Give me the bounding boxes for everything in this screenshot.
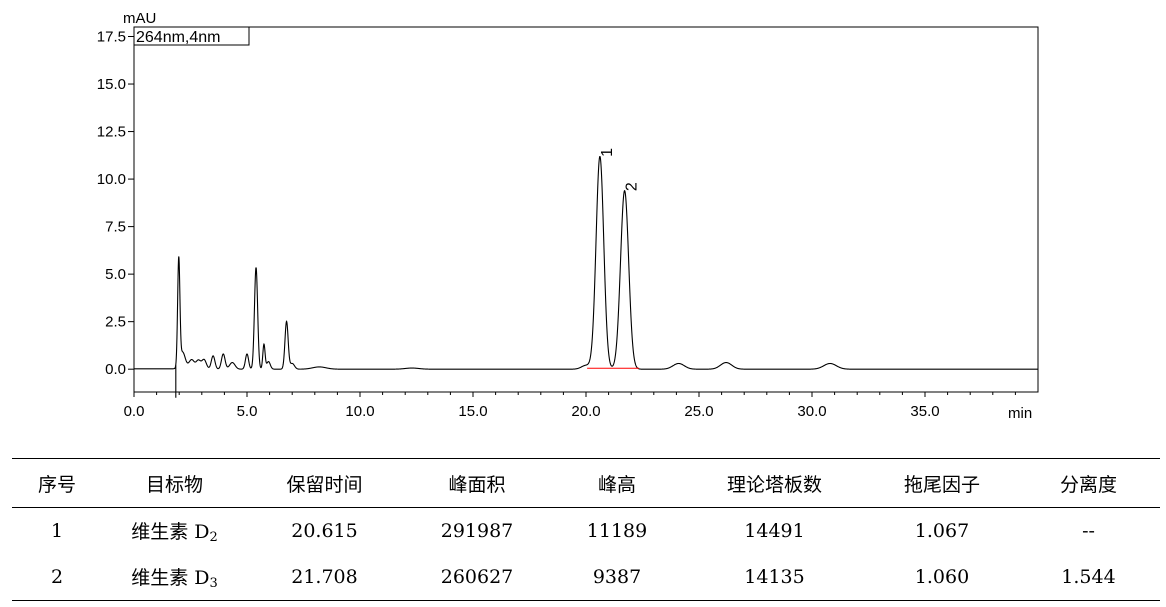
cell-tailing-factor: 1.060 <box>867 554 1017 601</box>
cell-peak-area: 260627 <box>402 554 552 601</box>
y-unit-label: mAU <box>123 10 156 27</box>
plot-frame <box>133 26 1039 393</box>
y-tick-label: 7.5 <box>105 219 126 236</box>
x-tick-label: 0.0 <box>124 403 145 420</box>
table-header-row: 序号 目标物 保留时间 峰面积 峰高 理论塔板数 拖尾因子 分离度 <box>12 458 1160 508</box>
channel-label-box <box>133 26 250 46</box>
target-subscript: 3 <box>209 576 218 591</box>
peak-label: 1 <box>599 148 616 157</box>
channel-label: 264nm,4nm <box>136 29 221 46</box>
x-tick-label: 5.0 <box>237 403 258 420</box>
cell-theoretical-plates: 14491 <box>744 520 805 542</box>
chromatogram-chart: 0.0 5.0 10.0 15.0 20.0 25.0 30.0 35.0 0.0 2.5 5.0… <box>97 10 1039 422</box>
header-tailing-factor: 拖尾因子 <box>867 458 1017 508</box>
x-axis: 0.0 5.0 10.0 15.0 20.0 25.0 30.0 35.0 <box>124 392 1016 420</box>
y-tick-label: 10.0 <box>97 171 126 188</box>
header-retention-time: 保留时间 <box>247 458 402 508</box>
y-tick-label: 0.0 <box>105 361 126 378</box>
chromatogram-trace <box>133 155 1038 398</box>
y-axis: 0.0 2.5 5.0 7.5 10.0 12.5 15.0 17.5 <box>97 29 134 378</box>
header-resolution: 分离度 <box>1017 458 1160 508</box>
results-table: 序号 目标物 保留时间 峰面积 峰高 理论塔板数 拖尾因子 分离度 1 维生素 … <box>12 458 1160 601</box>
table-row: 2 维生素 D3 21.708 260627 9387 14135 1.060 … <box>12 554 1160 601</box>
cell-peak-height: 11189 <box>586 520 648 542</box>
target-name: 维生素 D <box>131 521 210 543</box>
x-tick-label: 20.0 <box>571 403 600 420</box>
cell-index: 1 <box>50 520 64 542</box>
cell-retention-time: 21.708 <box>247 554 402 601</box>
cell-theoretical-plates: 14135 <box>682 554 867 601</box>
y-tick-label: 17.5 <box>97 29 126 46</box>
cell-index: 2 <box>12 554 102 601</box>
cell-peak-area: 291987 <box>440 520 514 542</box>
header-target: 目标物 <box>102 458 247 508</box>
target-name: 维生素 D <box>131 567 210 589</box>
cell-resolution: -- <box>1082 520 1095 542</box>
cell-target: 维生素 D2 <box>102 508 247 555</box>
cell-peak-height: 9387 <box>552 554 682 601</box>
target-subscript: 2 <box>209 530 218 545</box>
peak-label: 2 <box>624 182 641 191</box>
y-tick-label: 5.0 <box>105 266 126 283</box>
x-tick-label: 15.0 <box>458 403 487 420</box>
header-peak-area: 峰面积 <box>402 458 552 508</box>
table-row: 1 维生素 D2 20.615 291987 11189 14491 1.067… <box>12 508 1160 555</box>
header-index: 序号 <box>12 458 102 508</box>
y-tick-label: 15.0 <box>97 76 126 93</box>
cell-resolution: 1.544 <box>1017 554 1160 601</box>
header-peak-height: 峰高 <box>552 458 682 508</box>
x-tick-label: 25.0 <box>684 403 713 420</box>
cell-tailing-factor: 1.067 <box>914 520 970 542</box>
x-tick-label: 30.0 <box>797 403 826 420</box>
y-tick-label: 2.5 <box>105 314 126 331</box>
x-tick-label: 10.0 <box>345 403 374 420</box>
x-tick-label: 35.0 <box>910 403 939 420</box>
cell-target: 维生素 D3 <box>102 554 247 601</box>
peak-labels: 12 <box>599 148 641 193</box>
y-tick-label: 12.5 <box>97 124 126 141</box>
header-theoretical-plates: 理论塔板数 <box>682 458 867 508</box>
x-unit-label: min <box>1008 405 1032 422</box>
cell-retention-time: 20.615 <box>291 520 358 542</box>
